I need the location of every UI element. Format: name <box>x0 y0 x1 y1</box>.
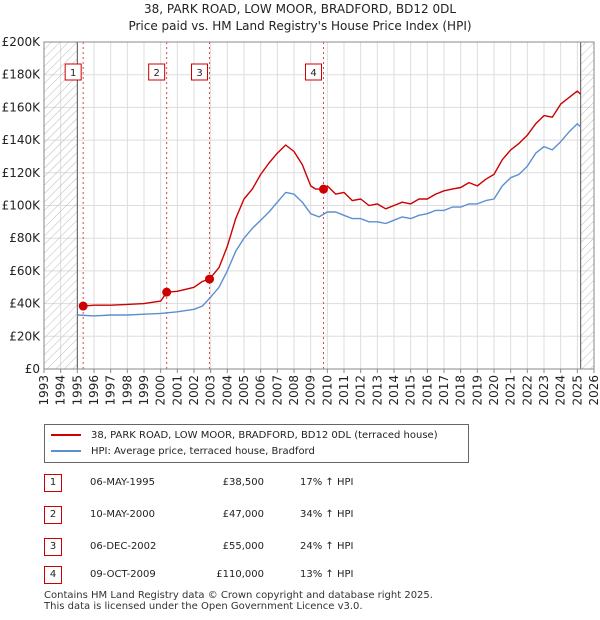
legend-item-property: 38, PARK ROAD, LOW MOOR, BRADFORD, BD12 … <box>51 427 438 443</box>
y-tick-label: £0 <box>25 362 40 376</box>
x-tick-label: 1994 <box>54 375 68 406</box>
x-tick-label: 1997 <box>104 375 118 406</box>
x-tick-label: 2011 <box>337 375 351 406</box>
sale-number-badge: 3 <box>44 538 62 556</box>
y-tick-label: £40K <box>9 297 41 311</box>
y-tick-label: £140K <box>2 133 42 147</box>
x-tick-label: 2018 <box>454 375 468 406</box>
sale-marker-box <box>64 63 82 81</box>
legend-label-hpi: HPI: Average price, terraced house, Brad… <box>91 445 315 457</box>
sale-number-badge: 4 <box>44 566 62 584</box>
sale-hpi-diff: 34% ↑ HPI <box>300 509 354 520</box>
x-tick-label: 1996 <box>87 375 101 406</box>
x-tick-label: 1993 <box>37 375 51 406</box>
property-series-line <box>83 90 582 307</box>
legend-label-property: 38, PARK ROAD, LOW MOOR, BRADFORD, BD12 … <box>91 429 438 441</box>
x-tick-label: 2026 <box>587 375 600 406</box>
x-tick-label: 1999 <box>137 375 151 406</box>
sale-date: 10-MAY-2000 <box>90 509 156 520</box>
sale-price: £38,500 <box>222 477 264 488</box>
sale-hpi-diff: 17% ↑ HPI <box>300 477 354 488</box>
hatched-region-left <box>44 42 78 369</box>
sale-hpi-diff: 13% ↑ HPI <box>300 569 354 580</box>
y-tick-label: £120K <box>2 166 42 180</box>
sale-marker-box <box>191 63 208 81</box>
sale-price: £110,000 <box>216 569 264 580</box>
y-tick-label: £160K <box>2 100 42 114</box>
x-tick-label: 2003 <box>204 375 218 406</box>
x-tick-label: 2012 <box>354 375 368 406</box>
chart-subtitle: Price paid vs. HM Land Registry's House … <box>128 19 472 33</box>
price-chart: 1 2 3 4 £0 £20K £40K £60K £80K £100K £120K £140K £16… <box>2 35 600 406</box>
legend-swatch-property <box>51 434 81 436</box>
footer-license: This data is licensed under the Open Gov… <box>44 601 363 612</box>
x-tick-label: 2002 <box>187 375 201 406</box>
sale-marker-box <box>148 63 166 81</box>
x-tick-label: 2021 <box>504 375 518 406</box>
x-tick-label: 2007 <box>270 375 284 406</box>
y-tick-label: £60K <box>9 264 41 278</box>
x-tick-label: 2023 <box>537 375 551 406</box>
sale-date: 09-OCT-2009 <box>90 569 156 580</box>
x-tick-label: 2020 <box>487 375 501 406</box>
sale-marker-label: 3 <box>196 68 202 79</box>
x-tick-label: 2016 <box>420 375 434 406</box>
sale-marker-label: 4 <box>310 68 316 79</box>
plot-frame <box>43 41 595 370</box>
sale-price: £55,000 <box>222 541 264 552</box>
x-tick-label: 1995 <box>70 375 84 406</box>
x-tick-label: 2004 <box>220 375 234 406</box>
sale-point <box>319 184 328 194</box>
sale-date: 06-DEC-2002 <box>90 541 157 552</box>
x-tick-label: 2006 <box>254 375 268 406</box>
x-tick-label: 2017 <box>437 375 451 406</box>
x-tick-label: 2009 <box>304 375 318 406</box>
x-tick-label: 2000 <box>154 375 168 406</box>
sale-marker-label: 1 <box>70 68 76 79</box>
sale-hpi-diff: 24% ↑ HPI <box>300 541 354 552</box>
y-tick-label: £180K <box>2 68 42 82</box>
sale-number-badge: 1 <box>44 474 62 492</box>
x-tick-label: 2019 <box>470 375 484 406</box>
sale-date: 06-MAY-1995 <box>90 477 156 488</box>
hpi-series-line <box>77 123 582 317</box>
y-tick-label: £100K <box>2 199 42 213</box>
legend-item-hpi: HPI: Average price, terraced house, Brad… <box>51 443 315 459</box>
sale-point <box>205 274 214 284</box>
sale-point <box>78 301 88 311</box>
x-tick-label: 2015 <box>404 375 418 406</box>
x-tick-label: 2013 <box>370 375 384 406</box>
y-tick-label: £80K <box>9 231 41 245</box>
hatched-region-right <box>580 42 594 369</box>
y-tick-label: £200K <box>2 35 42 49</box>
x-tick-label: 2005 <box>237 375 251 406</box>
x-tick-label: 2008 <box>287 375 301 406</box>
x-tick-label: 2001 <box>170 375 184 406</box>
sale-point <box>162 287 172 297</box>
sale-number-badge: 2 <box>44 506 62 524</box>
footer: Contains HM Land Registry data © Crown c… <box>44 590 433 612</box>
sale-marker-label: 2 <box>153 68 159 79</box>
x-tick-label: 2024 <box>554 375 568 406</box>
sale-price: £47,000 <box>222 509 264 520</box>
legend-swatch-hpi <box>51 450 81 452</box>
x-tick-label: 2014 <box>387 375 401 406</box>
chart-title: 38, PARK ROAD, LOW MOOR, BRADFORD, BD12 … <box>143 2 457 16</box>
x-tick-label: 2010 <box>320 375 334 406</box>
legend: 38, PARK ROAD, LOW MOOR, BRADFORD, BD12 … <box>44 424 469 463</box>
x-tick-label: 1998 <box>120 375 134 406</box>
x-tick-label: 2025 <box>570 375 584 406</box>
sale-marker-box <box>305 63 322 81</box>
x-tick-label: 2022 <box>520 375 534 406</box>
footer-copyright: Contains HM Land Registry data © Crown c… <box>44 590 433 601</box>
y-tick-label: £20K <box>9 329 41 343</box>
